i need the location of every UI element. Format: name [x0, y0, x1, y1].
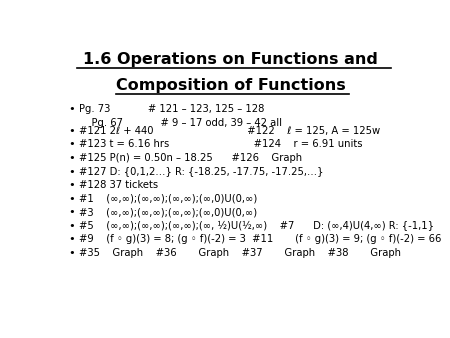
Text: #5    (∞,∞);(∞,∞);(∞,∞);(∞, ½)U(½,∞)    #7      D: (∞,4)U(4,∞) R: {-1,1}: #5 (∞,∞);(∞,∞);(∞,∞);(∞, ½)U(½,∞) #7 D: … — [79, 221, 434, 231]
Text: #1    (∞,∞);(∞,∞);(∞,∞);(∞,0)U(0,∞): #1 (∞,∞);(∞,∞);(∞,∞);(∞,0)U(0,∞) — [79, 194, 257, 203]
Text: •: • — [68, 180, 75, 190]
Text: •: • — [68, 221, 75, 231]
Text: #125 P(n) = 0.50n – 18.25      #126    Graph: #125 P(n) = 0.50n – 18.25 #126 Graph — [79, 153, 302, 163]
Text: #127 D: {0,1,2…} R: {-18.25, -17.75, -17.25,…}: #127 D: {0,1,2…} R: {-18.25, -17.75, -17… — [79, 167, 324, 176]
Text: •: • — [68, 153, 75, 163]
Text: •: • — [68, 234, 75, 244]
Text: #123 t = 6.16 hrs                           #124    r = 6.91 units: #123 t = 6.16 hrs #124 r = 6.91 units — [79, 140, 362, 149]
Text: •: • — [68, 207, 75, 217]
Text: •: • — [68, 167, 75, 176]
Text: #3    (∞,∞);(∞,∞);(∞,∞);(∞,0)U(0,∞): #3 (∞,∞);(∞,∞);(∞,∞);(∞,0)U(0,∞) — [79, 207, 257, 217]
Text: •: • — [68, 248, 75, 258]
Text: •: • — [68, 104, 75, 114]
Text: Composition of Functions: Composition of Functions — [116, 78, 346, 93]
Text: #128 37 tickets: #128 37 tickets — [79, 180, 158, 190]
Text: •: • — [68, 126, 75, 136]
Text: #121 2ℓ + 440                              #122    ℓ = 125, A = 125w: #121 2ℓ + 440 #122 ℓ = 125, A = 125w — [79, 126, 380, 136]
Text: #35    Graph    #36       Graph    #37       Graph    #38       Graph: #35 Graph #36 Graph #37 Graph #38 Graph — [79, 248, 401, 258]
Text: 1.6 Operations on Functions and: 1.6 Operations on Functions and — [83, 52, 378, 67]
Text: •: • — [68, 140, 75, 149]
Text: Pg. 73            # 121 – 123, 125 – 128
    Pg. 67            # 9 – 17 odd, 39 : Pg. 73 # 121 – 123, 125 – 128 Pg. 67 # 9… — [79, 104, 282, 128]
Text: •: • — [68, 194, 75, 203]
Text: #9    (f ◦ g)(3) = 8; (g ◦ f)(-2) = 3  #11       (f ◦ g)(3) = 9; (g ◦ f)(-2) = 6: #9 (f ◦ g)(3) = 8; (g ◦ f)(-2) = 3 #11 (… — [79, 234, 441, 244]
